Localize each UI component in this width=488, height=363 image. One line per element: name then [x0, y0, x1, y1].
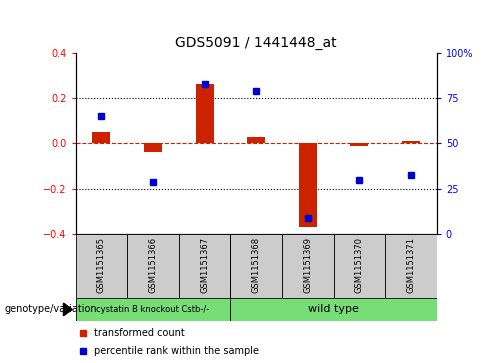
- Bar: [92, 132, 110, 143]
- Bar: [230, 298, 437, 321]
- Text: GSM1151369: GSM1151369: [303, 237, 312, 293]
- Text: genotype/variation: genotype/variation: [5, 305, 98, 314]
- Text: GSM1151370: GSM1151370: [355, 237, 364, 293]
- Bar: [385, 234, 437, 298]
- Bar: [144, 143, 162, 152]
- Bar: [350, 143, 368, 146]
- Bar: [179, 234, 230, 298]
- Text: GSM1151365: GSM1151365: [97, 237, 106, 293]
- Text: cystatin B knockout Cstb-/-: cystatin B knockout Cstb-/-: [97, 305, 210, 314]
- Bar: [76, 234, 127, 298]
- Bar: [299, 143, 317, 227]
- Bar: [76, 298, 230, 321]
- Text: GSM1151371: GSM1151371: [407, 237, 415, 293]
- Text: GSM1151366: GSM1151366: [148, 237, 158, 293]
- Bar: [334, 234, 385, 298]
- Title: GDS5091 / 1441448_at: GDS5091 / 1441448_at: [175, 36, 337, 50]
- Bar: [402, 141, 420, 143]
- Text: wild type: wild type: [308, 305, 359, 314]
- Text: GSM1151367: GSM1151367: [200, 237, 209, 293]
- Bar: [127, 234, 179, 298]
- Text: percentile rank within the sample: percentile rank within the sample: [94, 346, 259, 356]
- Bar: [230, 234, 282, 298]
- Bar: [282, 234, 334, 298]
- Bar: [247, 136, 265, 143]
- Bar: [196, 84, 214, 143]
- Text: transformed count: transformed count: [94, 328, 184, 338]
- Text: GSM1151368: GSM1151368: [252, 237, 261, 293]
